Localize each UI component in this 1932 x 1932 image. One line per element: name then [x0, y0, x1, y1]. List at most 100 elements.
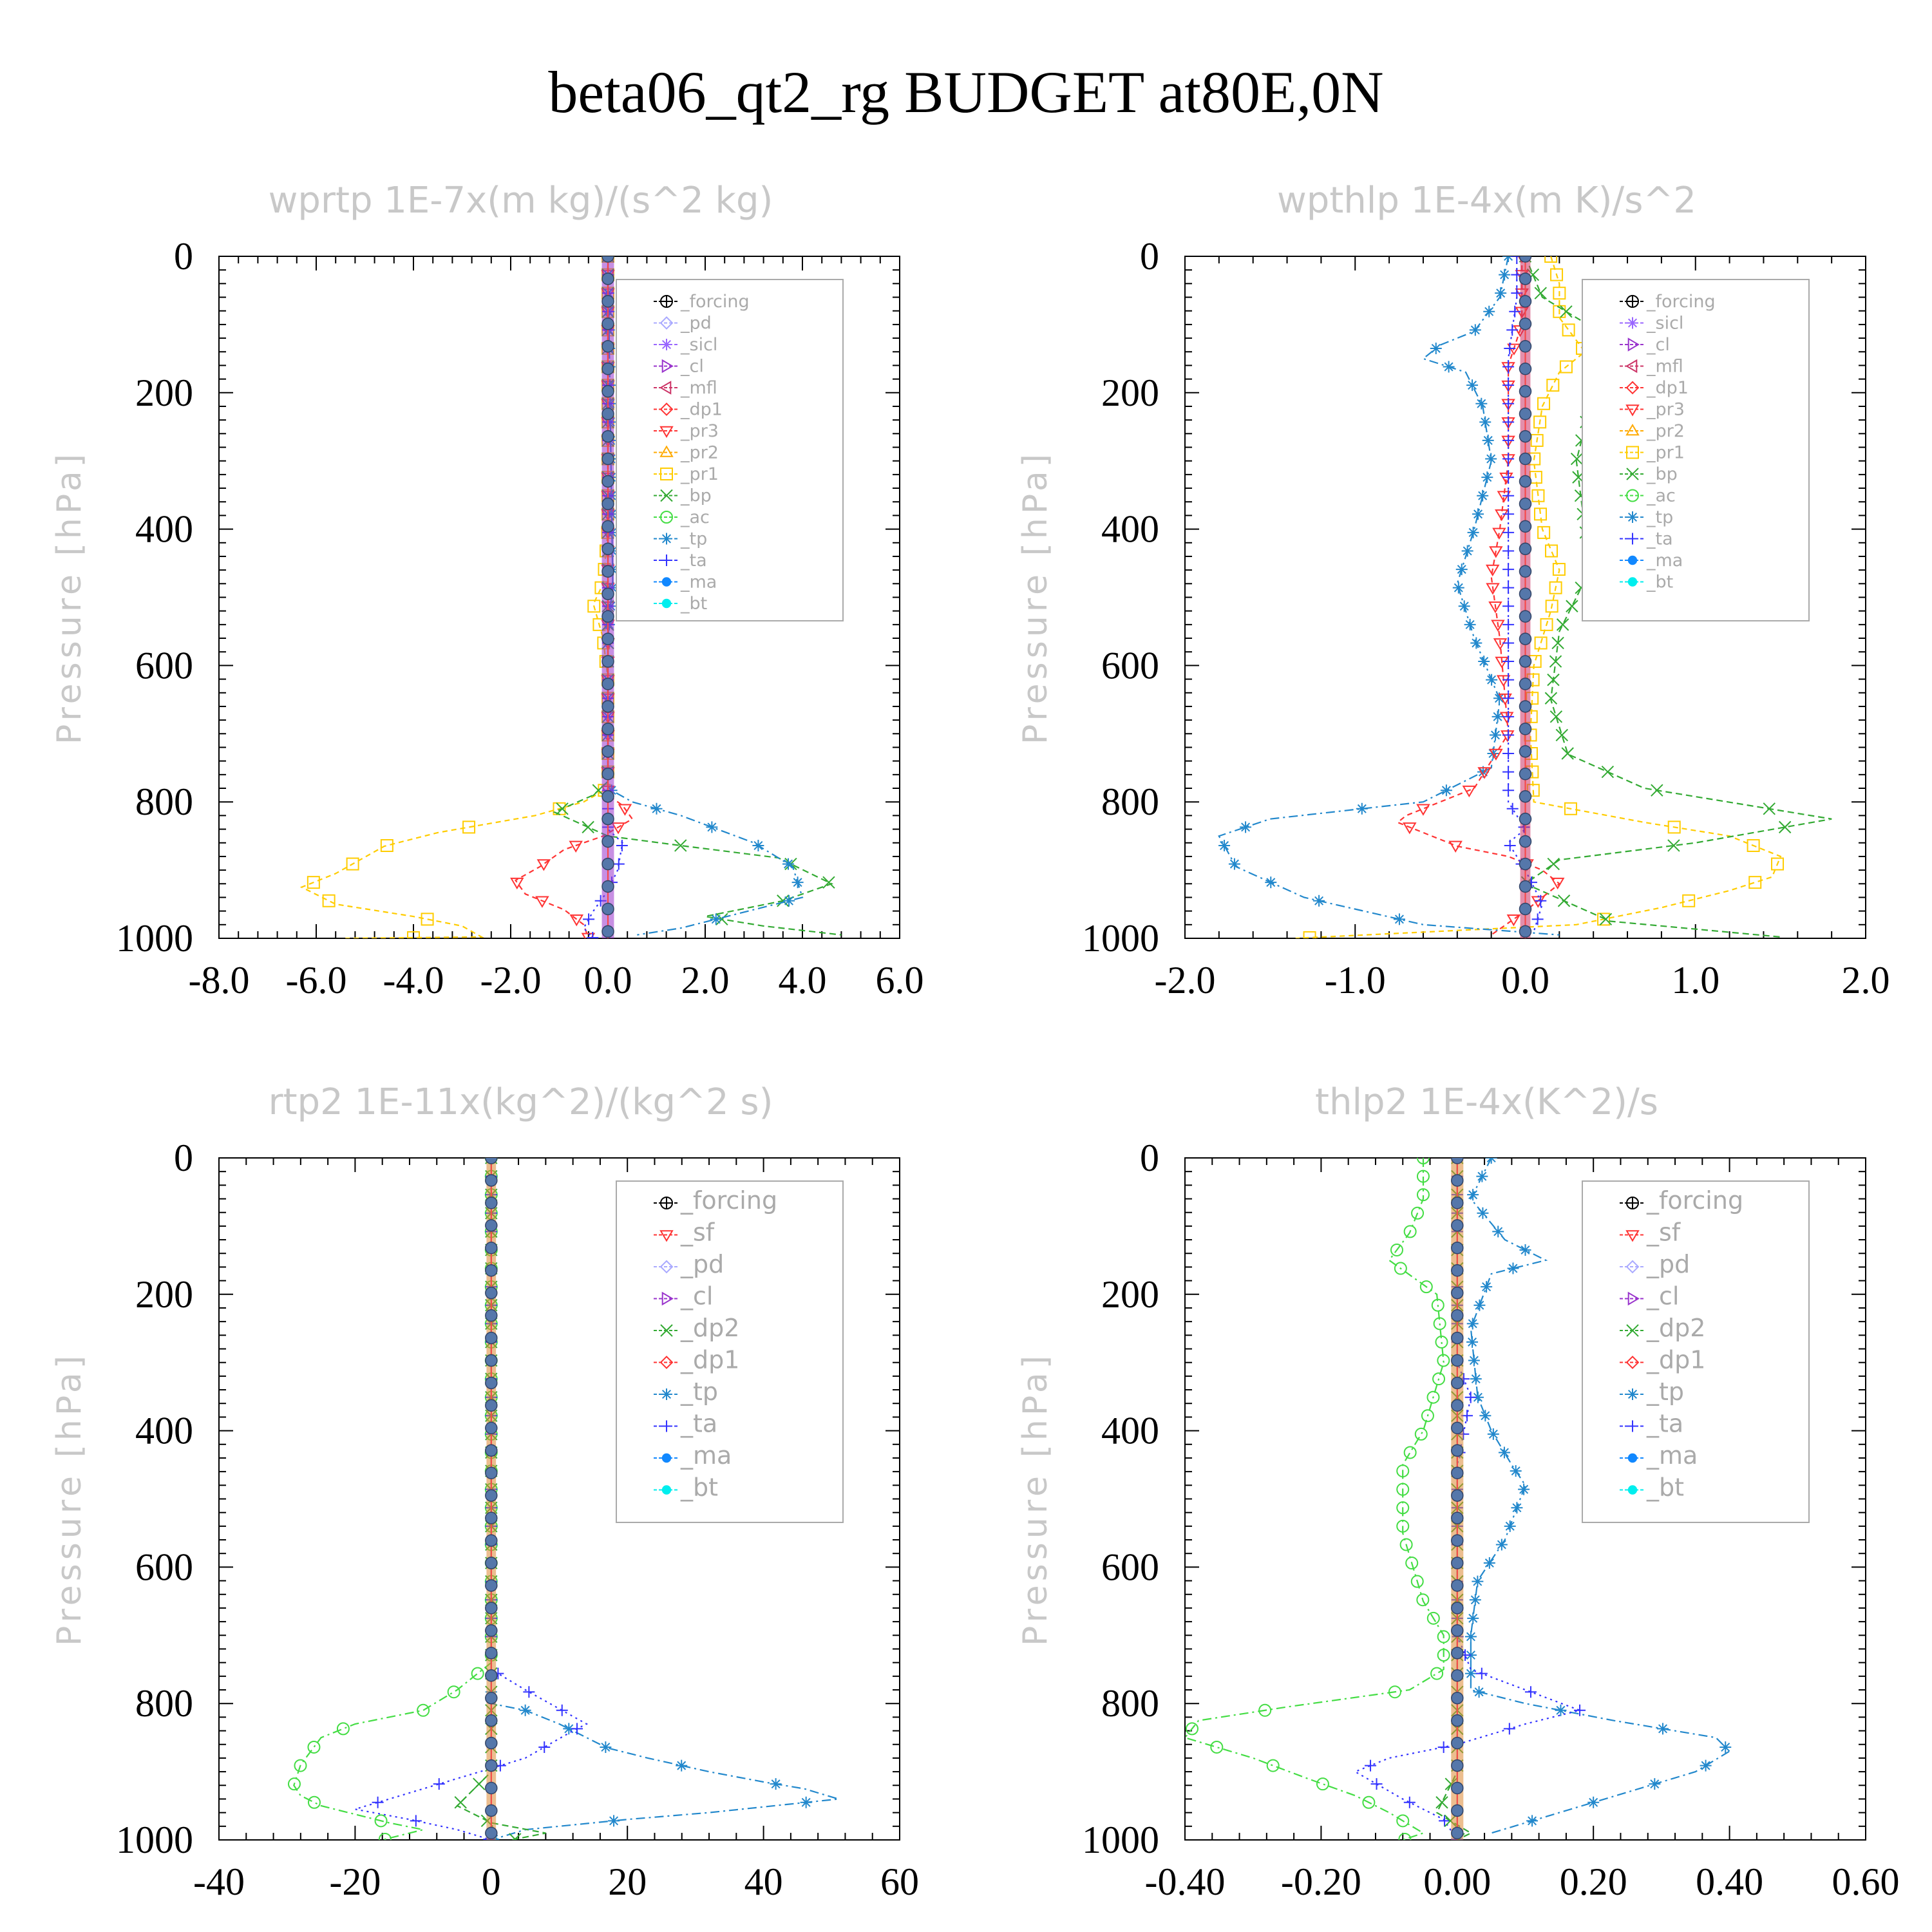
data-point — [563, 1723, 575, 1735]
data-point — [1451, 1804, 1464, 1817]
data-point — [601, 723, 614, 735]
data-point — [601, 295, 614, 308]
data-point — [1488, 601, 1502, 614]
data-point — [1477, 1207, 1489, 1219]
y-tick-label: 800 — [135, 1682, 193, 1725]
data-point — [601, 497, 614, 511]
legend-item: _ma — [654, 1441, 732, 1470]
data-point — [1362, 1795, 1376, 1809]
data-point — [650, 802, 663, 815]
data-point — [1467, 526, 1479, 538]
legend-item: _tp — [1620, 1378, 1684, 1406]
data-point — [1410, 1575, 1424, 1588]
legend-item: _pr2 — [654, 443, 719, 463]
data-point — [1502, 748, 1515, 760]
legend-item: _dp1 — [654, 1346, 739, 1374]
x-tick-label: 0.00 — [1423, 1861, 1491, 1903]
data-point — [1502, 434, 1515, 446]
series-line — [299, 256, 609, 938]
legend-label: _ma — [680, 573, 717, 592]
data-point — [1403, 1446, 1417, 1459]
data-point — [1519, 610, 1532, 623]
legend-label: _forcing — [680, 1186, 777, 1215]
data-point — [509, 1833, 522, 1840]
data-point — [1504, 839, 1516, 851]
data-point — [523, 1686, 535, 1698]
data-point — [1228, 858, 1240, 870]
legend-label: _ma — [1646, 551, 1683, 571]
data-point — [601, 272, 614, 285]
data-point — [752, 839, 764, 851]
data-point — [1502, 618, 1515, 630]
data-point — [1403, 1225, 1417, 1238]
axis-ticks — [218, 256, 900, 939]
legend-label: _pr3 — [680, 421, 719, 441]
legend-label: _cl — [1646, 1282, 1679, 1311]
data-point — [1185, 1722, 1198, 1736]
y-tick-label: 600 — [135, 644, 193, 687]
legend: _forcing_sicl_cl_mfl_dp1_pr3_pr2_pr1_bp_… — [1582, 279, 1810, 621]
data-point — [1398, 1832, 1412, 1840]
legend-item: _ma — [1620, 551, 1683, 571]
legend-item: _sf — [654, 1218, 715, 1247]
data-point — [294, 1759, 307, 1772]
series-dp1 — [1185, 1158, 1450, 1840]
data-point — [346, 857, 359, 871]
data-point — [1469, 1594, 1481, 1606]
series-ta — [355, 1158, 589, 1840]
y-tick-label: 0 — [174, 235, 193, 278]
data-point — [1466, 1336, 1479, 1348]
panel-wprtp: wprtp 1E-7x(m kg)/(s^2 kg) Pressure [hPa]… — [50, 180, 924, 1001]
data-point — [1700, 1759, 1712, 1772]
data-point — [601, 542, 614, 556]
data-point — [1519, 632, 1532, 645]
data-point — [485, 1669, 498, 1682]
data-point — [1451, 1736, 1464, 1750]
data-point — [1451, 1691, 1464, 1705]
legend-label: _tp — [680, 529, 707, 549]
series-line — [1396, 256, 1561, 936]
data-point — [307, 1740, 321, 1754]
data-point — [600, 1741, 612, 1753]
data-point — [1396, 1501, 1410, 1515]
plot-area — [1185, 1158, 1732, 1840]
legend-item: _forcing — [654, 292, 750, 312]
legend-label: _sicl — [1646, 314, 1683, 334]
data-point — [462, 820, 476, 834]
data-point — [1416, 1170, 1430, 1183]
plot-area — [1218, 256, 1832, 938]
data-point — [1365, 1759, 1377, 1772]
legend-label: _tp — [1646, 507, 1673, 527]
data-point — [1464, 618, 1476, 630]
data-point — [1437, 1354, 1450, 1367]
y-tick-label: 200 — [1101, 1273, 1159, 1316]
legend-item: _bt — [654, 594, 707, 614]
data-point — [1566, 600, 1578, 612]
legend-label: _bt — [680, 594, 707, 614]
data-point — [1550, 877, 1565, 890]
data-point — [1416, 1188, 1430, 1202]
data-point — [1506, 914, 1521, 927]
data-point — [1540, 618, 1553, 631]
data-point — [538, 1741, 551, 1753]
y-tick-label: 1000 — [116, 1819, 193, 1861]
legend-label: _ta — [1646, 1410, 1683, 1438]
y-tick-label: 0 — [174, 1137, 193, 1179]
data-point — [1519, 362, 1532, 375]
data-point — [1451, 1647, 1464, 1660]
data-point — [1437, 1630, 1450, 1643]
data-point — [1430, 1667, 1444, 1680]
y-tick-label: 400 — [1101, 1410, 1159, 1452]
data-point — [1433, 1317, 1446, 1331]
x-tick-label: 0.60 — [1832, 1861, 1900, 1903]
data-point — [1451, 1219, 1464, 1232]
legend-label: _pr3 — [1646, 400, 1685, 420]
data-point — [1461, 545, 1473, 557]
data-point — [1601, 765, 1615, 779]
data-point — [1519, 587, 1532, 600]
data-point — [1303, 931, 1316, 938]
data-point — [536, 859, 551, 871]
data-point — [601, 340, 614, 353]
data-point — [407, 931, 420, 938]
series-line — [1218, 256, 1560, 936]
